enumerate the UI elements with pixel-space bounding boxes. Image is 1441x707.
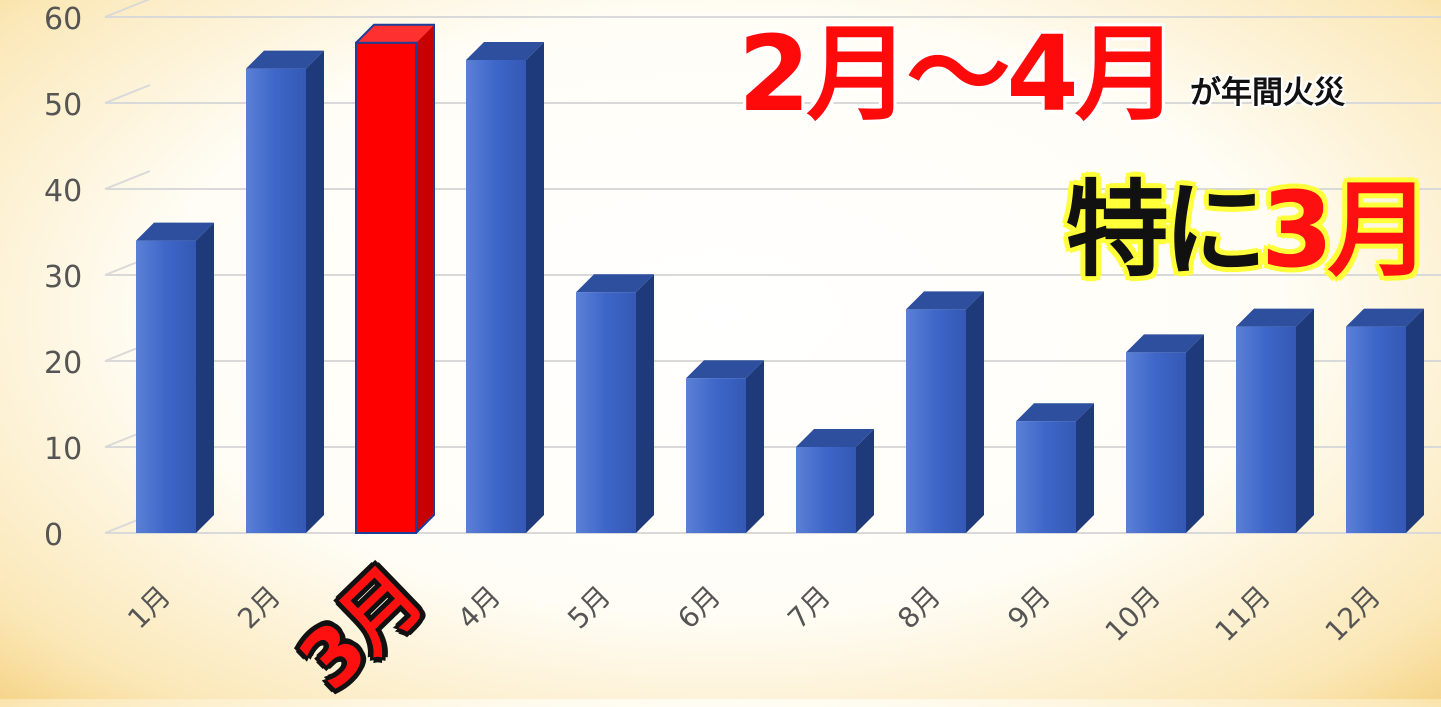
x-tick-label: 9月 xyxy=(1001,580,1057,636)
bar-top xyxy=(1236,308,1314,327)
y-tick-label: 20 xyxy=(44,346,82,381)
bar-side xyxy=(1406,308,1424,533)
bar-top xyxy=(1126,334,1204,353)
grid-line-depth xyxy=(104,84,151,104)
bars xyxy=(136,23,1424,535)
bar-side xyxy=(1296,308,1314,533)
bar-side xyxy=(636,274,654,533)
bar-front xyxy=(576,292,636,533)
y-tick-label: 10 xyxy=(44,432,82,467)
bar-top xyxy=(686,360,764,379)
bar-side xyxy=(966,291,984,533)
bar-front xyxy=(1126,352,1186,533)
y-tick-label: 50 xyxy=(44,88,82,123)
bar-top xyxy=(1346,308,1424,327)
bar-top xyxy=(136,222,214,241)
bar-top xyxy=(246,50,324,69)
emphasis-highlight: 3月 xyxy=(1261,169,1431,291)
bar-5月 xyxy=(576,274,654,533)
bar-1月 xyxy=(136,222,214,533)
y-axis-ticks: 0 10 20 30 40 50 60 xyxy=(44,2,82,553)
x-tick-label: 10月 xyxy=(1099,580,1167,648)
bar-top xyxy=(466,42,544,60)
bar-front xyxy=(355,41,417,535)
bar-outline xyxy=(355,23,435,534)
bar-top xyxy=(576,274,654,293)
bar-6月 xyxy=(686,360,764,533)
y-tick-label: 40 xyxy=(44,174,82,209)
bar-top xyxy=(906,291,984,310)
y-tick-label: 60 xyxy=(44,2,82,37)
bar-side xyxy=(196,222,214,533)
bar-side xyxy=(306,50,324,533)
bar-2月 xyxy=(246,50,324,533)
bar-front xyxy=(796,447,856,533)
emphasis-prefix: 特に xyxy=(1065,169,1267,291)
bar-10月 xyxy=(1126,334,1204,533)
bar-front xyxy=(136,240,196,533)
bar-3月 xyxy=(355,23,435,535)
bar-front xyxy=(1236,326,1296,533)
bar-side xyxy=(526,42,544,533)
x-tick-label: 4月 xyxy=(451,580,507,636)
grid-lines xyxy=(104,0,1441,534)
x-tick-label: 8月 xyxy=(891,580,947,636)
bar-front xyxy=(1346,326,1406,533)
bar-7月 xyxy=(796,429,874,533)
bar-9月 xyxy=(1016,403,1094,533)
bar-11月 xyxy=(1236,308,1314,533)
bar-front xyxy=(466,60,526,533)
bar-front xyxy=(906,309,966,533)
bar-side xyxy=(856,429,874,533)
x-tick-label: 11月 xyxy=(1209,580,1277,648)
emphasis-text: 特に3月 xyxy=(1065,178,1431,282)
bar-8月 xyxy=(906,291,984,533)
grid-line-depth xyxy=(104,170,151,190)
x-tick-label: 2月 xyxy=(231,580,287,636)
bar-side xyxy=(1186,334,1204,533)
bar-side xyxy=(1076,403,1094,533)
y-tick-label: 30 xyxy=(44,260,82,295)
bar-4月 xyxy=(466,42,544,533)
bar-front xyxy=(246,68,306,533)
y-tick-label: 0 xyxy=(44,518,63,553)
bar-top xyxy=(1016,403,1094,422)
x-tick-label: 6月 xyxy=(671,580,727,636)
x-tick-label: 12月 xyxy=(1319,580,1387,648)
x-tick-label: 5月 xyxy=(561,580,617,636)
headline-subtext: が年間火災 xyxy=(1190,75,1345,111)
x-tick-label: 7月 xyxy=(781,580,837,636)
x-tick-label: 1月 xyxy=(121,580,177,636)
bar-12月 xyxy=(1346,308,1424,533)
bar-top xyxy=(356,24,434,43)
bar-top xyxy=(796,429,874,447)
headline-text: 2月～4月 xyxy=(738,13,1179,135)
bar-front xyxy=(686,378,746,533)
bar-side xyxy=(416,24,434,534)
grid-line-depth xyxy=(104,0,151,18)
bar-side xyxy=(746,360,764,533)
bar-front xyxy=(1016,421,1076,533)
